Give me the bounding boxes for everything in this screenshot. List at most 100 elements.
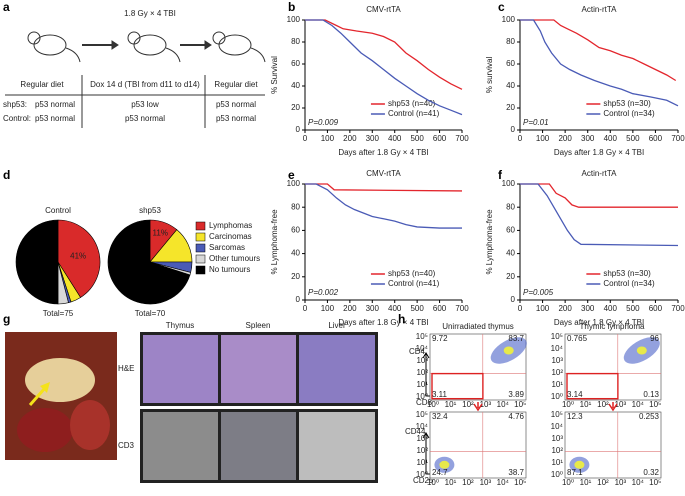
x-tick-label: 300: [581, 134, 595, 143]
x-tick-label: 300: [366, 134, 380, 143]
tick-label: 10³: [551, 356, 563, 365]
survival-curve: [520, 19, 679, 107]
axis-label: CD4: [409, 347, 426, 356]
y-axis-label: % Lymphoma-free: [485, 209, 494, 275]
quadrant-value: 32.4: [432, 412, 448, 421]
tick-label: 10⁰: [562, 478, 574, 487]
y-tick-label: 20: [506, 103, 515, 112]
panel-label: d: [3, 168, 10, 182]
x-tick-label: 200: [343, 304, 357, 313]
tick-label: 10⁰: [551, 470, 563, 479]
x-tick-label: 600: [649, 304, 663, 313]
tick-label: 10⁰: [427, 478, 439, 487]
tick-label: 10¹: [416, 458, 428, 467]
tick-label: 10⁰: [562, 400, 574, 409]
row-name: shp53:: [3, 100, 27, 109]
y-tick-label: 100: [502, 15, 516, 24]
tick-label: 10⁵: [551, 332, 563, 341]
y-tick-label: 0: [511, 125, 516, 134]
tick-label: 10⁴: [632, 478, 645, 487]
cell: p53 low: [131, 100, 159, 109]
survival-curve: [305, 183, 462, 229]
tick-label: 10³: [615, 400, 627, 409]
quadrant-value: 3.11: [432, 390, 448, 399]
flow-title: Unirradiated thymus: [442, 322, 514, 331]
tick-label: 10⁰: [416, 470, 428, 479]
flow-title: Thymic lymphoma: [580, 322, 645, 331]
panel-label: h: [398, 312, 405, 326]
legend-label: Lymphomas: [209, 221, 252, 230]
survival-curve: [520, 183, 678, 208]
y-tick-label: 60: [506, 59, 515, 68]
tick-label: 10³: [416, 434, 428, 443]
cell: p53 normal: [216, 114, 256, 123]
legend-label: Control (n=34): [603, 109, 655, 118]
y-tick-label: 20: [291, 272, 300, 281]
panel-g-images: [5, 332, 378, 483]
tick-label: 10⁵: [416, 332, 428, 341]
x-tick-label: 200: [558, 304, 572, 313]
quadrant-value: 96: [650, 334, 659, 343]
pie-slice: [15, 219, 59, 305]
legend-swatch: [195, 232, 206, 242]
quadrant-value: 0.32: [643, 468, 659, 477]
cell-core: [636, 346, 647, 355]
legend-label: shp53 (n=40): [388, 99, 436, 108]
x-tick-label: 400: [388, 304, 402, 313]
cell: p53 normal: [125, 114, 165, 123]
x-tick-label: 700: [455, 304, 469, 313]
x-axis-label: Days after 1.8 Gy × 4 TBI: [554, 318, 644, 327]
legend-swatch: [195, 221, 206, 231]
p-value: P=0.01: [523, 118, 549, 127]
y-tick-label: 60: [291, 226, 300, 235]
legend-label: shp53 (n=30): [603, 269, 651, 278]
axis-label: CD25: [413, 476, 434, 485]
row-label: CD3: [118, 441, 135, 450]
legend-label: Control (n=41): [388, 109, 440, 118]
tick-label: 10⁰: [551, 392, 563, 401]
tick-label: 10³: [615, 478, 627, 487]
tick-label: 10⁵: [514, 400, 526, 409]
legend-swatch: [195, 243, 206, 253]
legend-label: Control (n=34): [603, 279, 655, 288]
pie-total: Total=70: [135, 309, 166, 318]
tick-label: 10¹: [580, 478, 592, 487]
x-tick-label: 300: [581, 304, 595, 313]
tick-label: 10⁴: [551, 422, 564, 431]
column-label: Liver: [328, 321, 346, 330]
x-tick-label: 400: [604, 134, 618, 143]
x-tick-label: 700: [671, 134, 685, 143]
legend-swatch: [195, 254, 206, 264]
survival-curve: [305, 19, 463, 116]
quadrant-value: 87.1: [567, 468, 583, 477]
x-tick-label: 500: [410, 304, 424, 313]
cell-core: [503, 346, 514, 355]
stage-label: Regular diet: [214, 80, 258, 89]
survival-curve: [305, 183, 463, 192]
survival-curve: [520, 19, 677, 82]
treatment-title: 1.8 Gy × 4 TBI: [124, 9, 176, 18]
legend-label: Sarcomas: [209, 243, 245, 252]
cell: p53 normal: [35, 114, 75, 123]
quadrant-value: 24.7: [432, 468, 448, 477]
p-value: P=0.009: [308, 118, 339, 127]
red-gate: [431, 372, 484, 400]
tick-label: 10¹: [551, 380, 563, 389]
tick-label: 10²: [597, 478, 609, 487]
panel-label: b: [288, 0, 295, 14]
tick-label: 10⁴: [497, 478, 510, 487]
quadrant-value: 0.253: [639, 412, 660, 421]
quadrant-value: 12.3: [567, 412, 583, 421]
legend-label: shp53 (n=40): [388, 269, 436, 278]
tick-label: 10⁵: [416, 410, 428, 419]
y-axis-label: % Lymphoma-free: [270, 209, 279, 275]
x-tick-label: 200: [343, 134, 357, 143]
tick-label: 10³: [551, 434, 563, 443]
tick-label: 10⁴: [416, 422, 429, 431]
row-label: H&E: [118, 364, 134, 373]
tick-label: 10²: [551, 368, 563, 377]
stage-label: Dox 14 d (TBI from d11 to d14): [90, 80, 200, 89]
cell-core: [439, 460, 450, 469]
p-value: P=0.002: [308, 288, 339, 297]
x-tick-label: 600: [649, 134, 663, 143]
